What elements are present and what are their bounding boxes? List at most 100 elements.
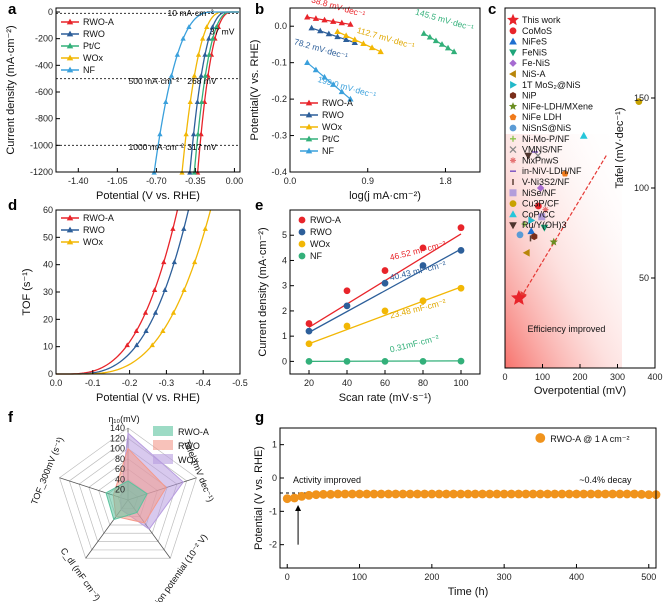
g-point	[608, 489, 618, 499]
d-xtick-label: 0.0	[50, 378, 63, 388]
a-legend-marker	[66, 42, 74, 49]
f-legend-label: WOx	[178, 455, 198, 465]
c-legend-marker	[509, 27, 517, 35]
b-xtick-label: 1.8	[439, 176, 452, 186]
a-xtick-label: -0.70	[146, 176, 167, 186]
c-legend-marker	[510, 157, 516, 164]
b-legend-label: NF	[322, 146, 334, 156]
f-legend-label: RWO	[178, 441, 200, 451]
a-xtick-label: -0.35	[185, 176, 206, 186]
d-point	[192, 259, 198, 265]
d-legend-label: RWO-A	[83, 213, 114, 223]
a-legend-marker	[66, 30, 74, 37]
c-legend-label: Cu3P/CF	[522, 199, 560, 209]
b-point	[432, 37, 440, 44]
d-ytick-label: 60	[43, 205, 53, 215]
c-legend-label: NiS-A	[522, 69, 546, 79]
c-point-1T MoS₂@NiS	[528, 216, 536, 225]
a-legend-marker	[66, 18, 74, 25]
c-point-Fe-NiS	[536, 184, 545, 192]
a-legend-label: WOx	[83, 53, 103, 63]
e-ytick-label: 4	[282, 255, 287, 265]
d-point	[142, 309, 149, 315]
a-xlabel: Potential (V vs. RHE)	[96, 190, 200, 202]
b-slope-label: 78.2 mV·dec⁻¹	[293, 36, 349, 61]
b-legend-marker	[305, 147, 313, 154]
a-point	[194, 99, 201, 105]
a-point	[191, 72, 198, 78]
b-point	[444, 44, 452, 51]
b-point	[321, 16, 328, 23]
b-point	[368, 44, 376, 51]
b-point	[312, 15, 320, 21]
d-ytick-label: 40	[43, 260, 53, 270]
g-point	[347, 489, 357, 499]
d-point	[170, 309, 177, 315]
e-fit-RWO	[308, 248, 462, 333]
g-point	[521, 489, 531, 499]
d-legend-label: RWO	[83, 225, 105, 235]
c-legend-label: NixPnwS	[522, 155, 559, 165]
b-legend-marker	[305, 99, 313, 106]
e-slope-label: 46.52 mF·cm⁻²	[389, 239, 447, 263]
e-legend-marker	[298, 216, 306, 224]
b-point	[426, 33, 434, 40]
e-point	[343, 287, 351, 295]
e-ytick-label: 3	[282, 281, 287, 291]
e-xtick-label: 20	[304, 378, 314, 388]
c-legend-marker	[508, 102, 518, 110]
b-legend-label: RWO-A	[322, 98, 353, 108]
g-point	[550, 489, 560, 499]
d-point	[161, 259, 167, 265]
e-ytick-label: 5	[282, 230, 287, 240]
b-point	[334, 28, 341, 35]
g-point	[629, 489, 639, 499]
c-legend-label: VMNS/NF	[522, 145, 563, 155]
g-point	[441, 489, 451, 499]
c-point-CoP/CC	[579, 131, 588, 139]
d-ytick-label: 30	[43, 287, 53, 297]
a-annotation: 1000 mA·cm⁻²	[128, 142, 184, 152]
b-point	[342, 32, 350, 39]
d-ylabel: TOF (s⁻¹)	[21, 268, 33, 315]
b-legend-label: RWO	[322, 110, 344, 120]
g-point	[579, 489, 589, 499]
g-point	[427, 489, 437, 499]
g-point	[456, 489, 466, 499]
b-point	[317, 27, 324, 34]
c-legend-marker	[509, 124, 517, 132]
c-legend-marker	[510, 80, 518, 89]
d-legend-marker	[66, 214, 74, 221]
a-ytick-label: -800	[35, 114, 53, 124]
a-point	[187, 99, 193, 105]
c-legend-marker	[510, 135, 516, 142]
f-axis-label: C_dl (mF cm⁻²)	[59, 546, 103, 602]
b-ytick-label: 0.0	[274, 21, 287, 31]
a-ytick-label: -400	[35, 60, 53, 70]
d-ytick-label: 20	[43, 314, 53, 324]
a-point	[190, 131, 197, 137]
a-frame	[55, 7, 241, 173]
d-point	[133, 328, 140, 333]
e-point	[419, 297, 427, 305]
b-ylabel: Potential(V vs. RHE)	[249, 40, 261, 141]
c-ytick-label: 50	[639, 273, 649, 283]
c-legend-label: NiFe-LDH/MXene	[522, 101, 593, 111]
c-legend-marker	[509, 59, 517, 67]
c-point-NiFe LDH	[561, 169, 569, 177]
g-point	[297, 491, 307, 501]
c-legend-label: CoP/CC	[522, 209, 556, 219]
b-point	[420, 30, 428, 36]
g-point	[485, 489, 495, 499]
e-point	[305, 327, 313, 335]
c-legend-label: This work	[522, 15, 561, 25]
f-rtick-label: 60	[115, 464, 125, 474]
a-point	[163, 99, 169, 105]
d-xtick-label: -0.3	[159, 378, 175, 388]
b-ytick-label: -0.4	[271, 167, 287, 177]
c-legend-label: CoMoS	[522, 26, 552, 36]
panel-a-lsv-chart: -1.40 -1.05 -0.70 -0.35 0.00 0 -200 -400 -600 -80…	[5, 7, 243, 202]
a-annotation: 37 mV	[210, 27, 235, 37]
d-point	[171, 259, 177, 265]
